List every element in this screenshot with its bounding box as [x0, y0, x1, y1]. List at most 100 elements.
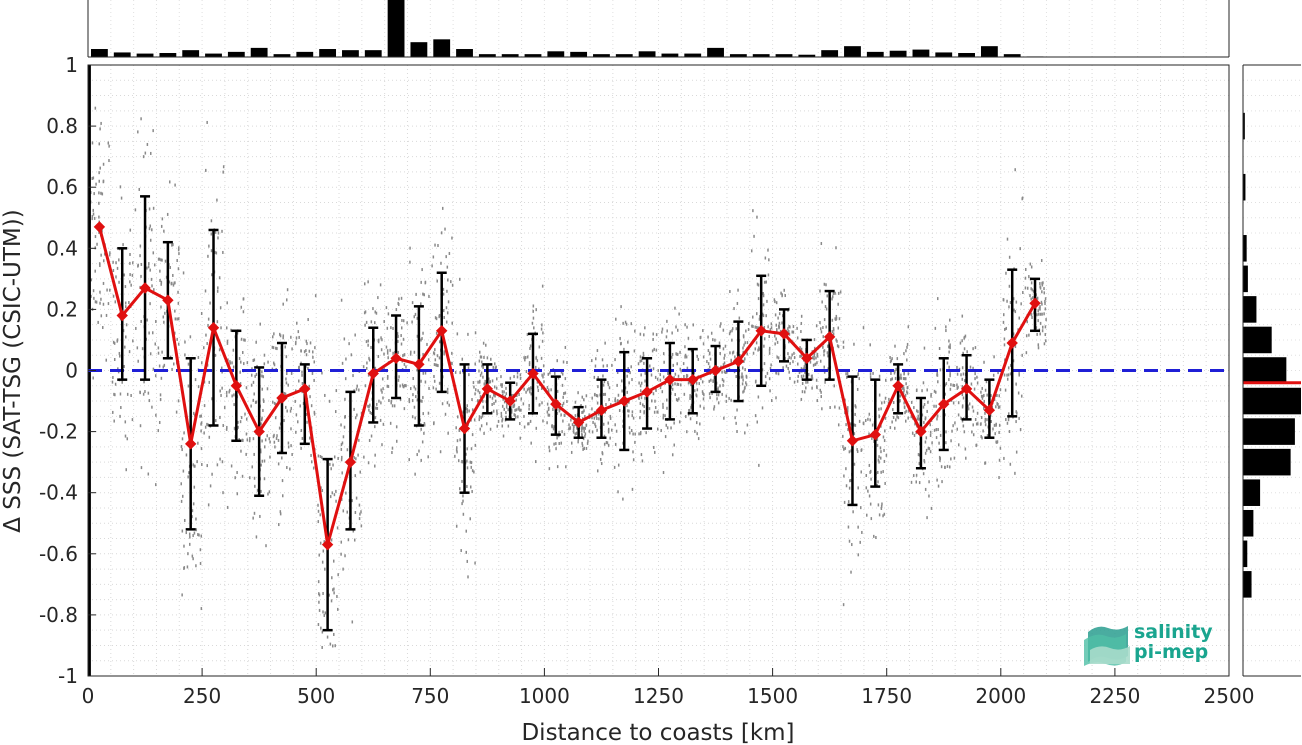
- scatter-point: [804, 390, 806, 394]
- scatter-point: [803, 365, 806, 369]
- scatter-point: [563, 392, 565, 396]
- scatter-point: [438, 381, 441, 385]
- scatter-point: [644, 379, 646, 383]
- scatter-point: [842, 603, 845, 607]
- scatter-point: [732, 350, 735, 354]
- scatter-point: [420, 458, 422, 462]
- scatter-point: [776, 355, 778, 359]
- scatter-point: [99, 264, 101, 268]
- scatter-point: [468, 373, 470, 377]
- scatter-point: [358, 438, 360, 442]
- scatter-point: [210, 219, 213, 223]
- scatter-point: [494, 366, 497, 370]
- series-point: [915, 425, 927, 438]
- scatter-point: [832, 332, 835, 336]
- scatter-point: [815, 378, 818, 382]
- scatter-point: [249, 476, 251, 480]
- series-point: [162, 294, 174, 306]
- scatter-point: [98, 215, 100, 219]
- scatter-point: [398, 375, 400, 379]
- scatter-point: [149, 352, 152, 356]
- scatter-point: [301, 373, 303, 377]
- scatter-point: [953, 456, 956, 460]
- scatter-point: [462, 512, 465, 516]
- scatter-point: [421, 268, 423, 272]
- scatter-point: [665, 423, 668, 427]
- scatter-point: [819, 388, 821, 392]
- scatter-point: [1021, 353, 1023, 357]
- scatter-point: [1007, 412, 1010, 416]
- scatter-point: [151, 405, 153, 409]
- top-histogram-bar: [387, 0, 405, 57]
- scatter-point: [1030, 265, 1033, 269]
- scatter-point: [831, 297, 833, 301]
- y-axis-ticks: -1-0.8-0.6-0.4-0.200.20.40.60.81: [39, 53, 96, 688]
- scatter-point: [496, 409, 498, 413]
- scatter-point: [844, 446, 847, 450]
- scatter-point: [411, 399, 414, 403]
- series-point: [321, 538, 334, 551]
- scatter-point: [345, 357, 347, 361]
- top-histogram-bar: [935, 52, 953, 57]
- scatter-point: [424, 281, 427, 285]
- scatter-point: [904, 377, 906, 381]
- scatter-point: [245, 452, 247, 456]
- scatter-point: [313, 360, 315, 364]
- scatter-point: [543, 380, 545, 384]
- scatter-point: [480, 371, 483, 375]
- scatter-point: [332, 588, 334, 592]
- scatter-point: [405, 365, 407, 369]
- scatter-point: [596, 394, 599, 398]
- scatter-point: [626, 404, 628, 408]
- scatter-point: [374, 416, 377, 420]
- scatter-point: [788, 332, 791, 336]
- scatter-point: [119, 414, 121, 418]
- scatter-point: [766, 299, 768, 303]
- scatter-point: [741, 382, 744, 386]
- scatter-point: [896, 415, 898, 419]
- scatter-point: [335, 499, 337, 503]
- scatter-point: [432, 351, 435, 355]
- scatter-point: [356, 384, 358, 388]
- scatter-point: [852, 510, 854, 514]
- scatter-point: [329, 642, 332, 646]
- scatter-point: [787, 327, 789, 331]
- scatter-point: [562, 395, 564, 399]
- scatter-point: [823, 370, 826, 374]
- scatter-point: [297, 420, 299, 424]
- right-histogram-bar: [1243, 509, 1254, 537]
- scatter-point: [479, 373, 482, 377]
- scatter-point: [542, 364, 545, 368]
- scatter-point: [788, 370, 790, 374]
- scatter-point: [546, 410, 549, 414]
- scatter-point: [856, 450, 859, 454]
- scatter-point: [996, 440, 999, 444]
- scatter-point: [397, 378, 400, 382]
- scatter-point: [671, 331, 673, 335]
- scatter-point: [707, 362, 710, 366]
- scatter-point: [341, 471, 343, 475]
- scatter-point: [244, 338, 246, 342]
- scatter-point: [1018, 316, 1021, 320]
- scatter-point: [694, 429, 696, 433]
- scatter-point: [617, 463, 620, 467]
- scatter-point: [824, 380, 826, 384]
- scatter-point: [547, 388, 550, 392]
- scatter-point: [601, 451, 604, 455]
- scatter-point: [166, 212, 169, 216]
- scatter-point: [197, 533, 199, 537]
- scatter-point: [189, 542, 191, 546]
- x-tick-label: 1500: [747, 684, 798, 708]
- scatter-point: [763, 362, 766, 366]
- scatter-point: [345, 491, 347, 495]
- scatter-point: [535, 396, 538, 400]
- scatter-point: [696, 413, 699, 417]
- scatter-point: [165, 275, 168, 279]
- scatter-point: [362, 365, 365, 369]
- scatter-point: [699, 422, 701, 426]
- scatter-point: [444, 227, 446, 231]
- scatter-point: [583, 398, 585, 402]
- scatter-point: [286, 409, 288, 413]
- scatter-point: [1039, 312, 1042, 316]
- scatter-point: [837, 423, 840, 427]
